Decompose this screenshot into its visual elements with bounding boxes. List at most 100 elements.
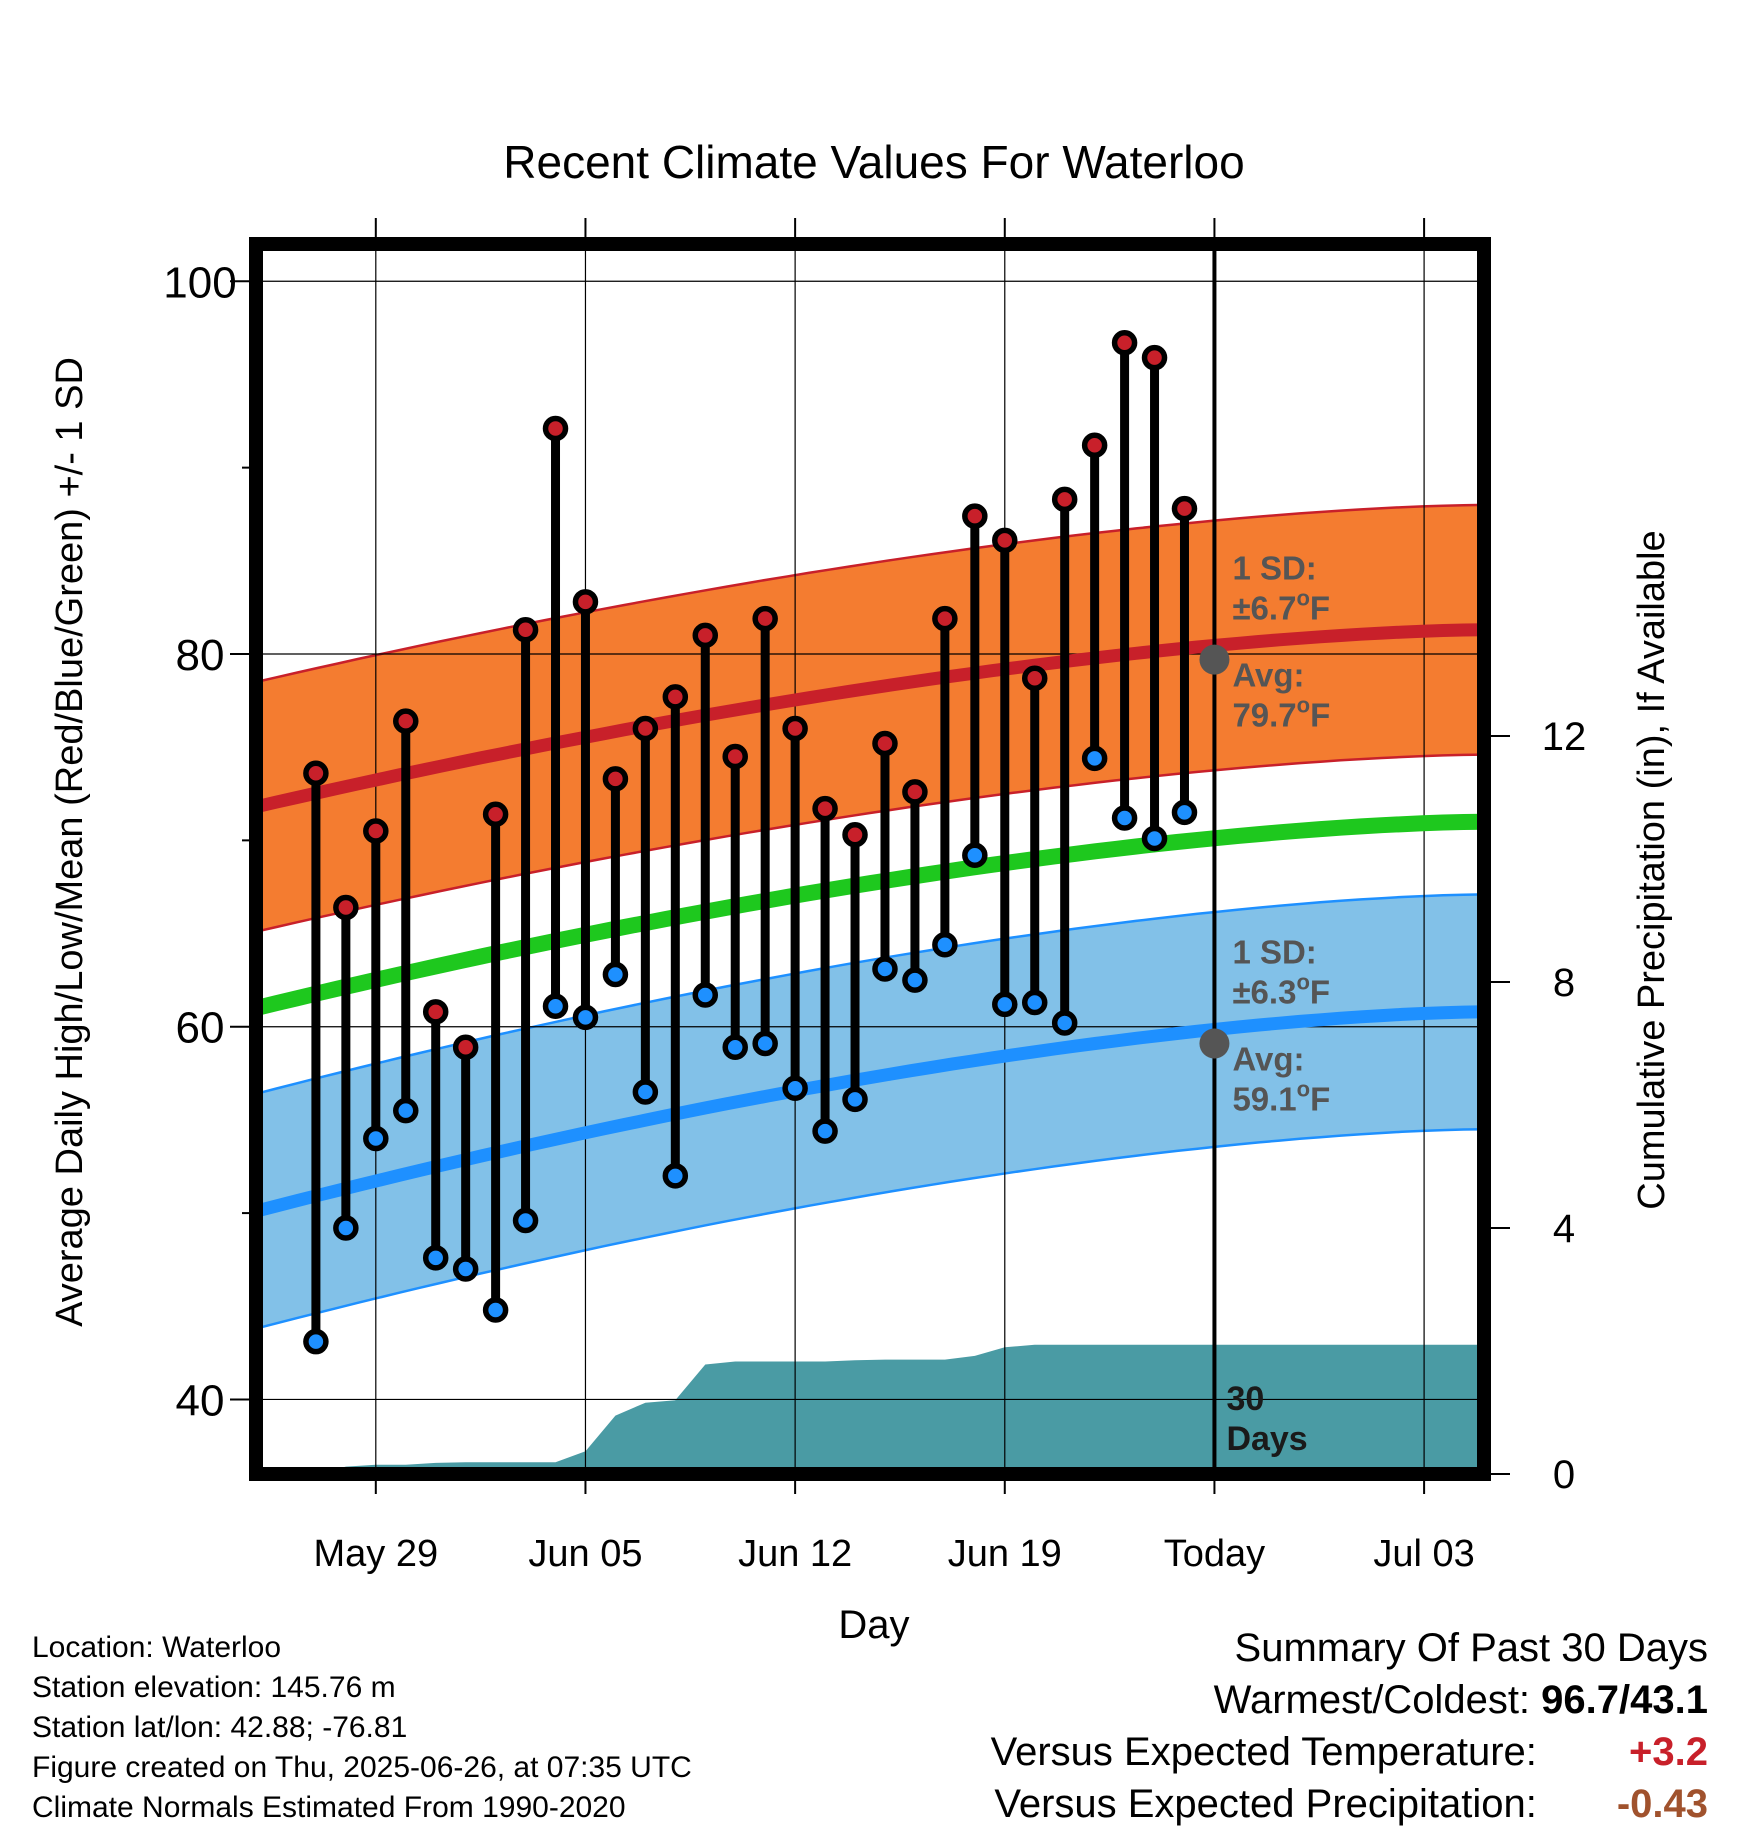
high-avg-label: Avg:	[1232, 657, 1304, 694]
high-point	[992, 527, 1018, 554]
today-low-avg-marker	[1199, 1028, 1230, 1059]
high-sd-upper-edge	[255, 503, 1485, 684]
y2-tick-label: 4	[1553, 1207, 1575, 1251]
high-point	[722, 743, 748, 770]
x-tick-label: Today	[1164, 1533, 1265, 1575]
high-point	[782, 715, 808, 742]
temp-value: +3.2	[1629, 1730, 1708, 1774]
y2-tick-label: 12	[1542, 715, 1587, 759]
y-tick-label: 60	[176, 1004, 225, 1053]
low-point	[333, 1215, 359, 1241]
summary-title: Summary Of Past 30 Days	[1234, 1626, 1708, 1670]
x-tick-label: Jun 19	[948, 1533, 1062, 1575]
low-point	[572, 1004, 599, 1031]
x-tick-label: Jun 05	[528, 1533, 642, 1575]
high-point	[572, 589, 599, 615]
low-point	[1171, 799, 1198, 826]
summary-precip: Versus Expected Precipitation: -0.43	[991, 1778, 1708, 1830]
low-point	[422, 1245, 449, 1271]
low-point	[482, 1297, 509, 1323]
high-point	[393, 708, 419, 734]
high-point	[962, 503, 988, 529]
warm-cold-label: Warmest/Coldest:	[1213, 1678, 1531, 1722]
low-point	[1141, 825, 1168, 852]
high-point	[422, 999, 449, 1025]
summary-panel: Summary Of Past 30 Days Warmest/Coldest:…	[991, 1622, 1708, 1830]
low-sd-band	[256, 894, 1484, 1329]
high-point	[303, 760, 329, 787]
high-point	[692, 622, 719, 649]
low-point	[542, 993, 569, 1019]
high-point	[1051, 486, 1078, 513]
high-point	[752, 605, 778, 632]
y-tick-label: 100	[163, 258, 236, 307]
low-sd-value: ±6.3oF	[1232, 970, 1330, 1011]
x-tick-label: Jul 03	[1373, 1533, 1474, 1575]
station-info: Location: Waterloo Station elevation: 14…	[32, 1628, 692, 1828]
today-high-avg-marker	[1199, 644, 1230, 675]
low-point	[962, 842, 988, 869]
low-point	[303, 1328, 329, 1355]
high-point	[512, 617, 539, 643]
latlon-text: Station lat/lon: 42.88; -76.81	[32, 1711, 408, 1744]
warm-cold-value: 96.7/43.1	[1541, 1678, 1708, 1722]
high-point	[452, 1034, 479, 1060]
low-point	[452, 1256, 479, 1282]
low-point	[363, 1125, 389, 1152]
low-point	[722, 1034, 748, 1060]
summary-warm-cold: Warmest/Coldest: 96.7/43.1	[991, 1674, 1708, 1726]
low-point	[752, 1030, 778, 1057]
precip-value: -0.43	[1616, 1782, 1708, 1826]
y2-tick-label: 0	[1553, 1453, 1575, 1497]
high-point	[1111, 330, 1138, 356]
low-point	[632, 1079, 659, 1105]
high-point	[1141, 344, 1168, 371]
high-point	[482, 801, 509, 828]
temp-label: Versus Expected Temperature:	[990, 1730, 1537, 1774]
low-point	[1081, 745, 1108, 772]
high-point	[333, 894, 359, 921]
high-point	[542, 415, 569, 442]
high-avg-value: 79.7oF	[1232, 693, 1330, 734]
y-axis-title: Average Daily High/Low/Mean (Red/Blue/Gr…	[49, 357, 91, 1327]
summary-temp: Versus Expected Temperature: +3.2	[991, 1726, 1708, 1778]
high-point	[842, 822, 868, 848]
low-point	[1111, 805, 1138, 831]
location-text: Location: Waterloo	[32, 1631, 282, 1664]
low-point	[692, 982, 719, 1008]
y-tick-label: 80	[176, 631, 225, 680]
low-point	[662, 1163, 689, 1189]
x-tick-label: Jun 12	[738, 1533, 852, 1575]
precip-area	[315, 1344, 1484, 1474]
days-word-label: Days	[1226, 1420, 1307, 1458]
x-tick-label: May 29	[313, 1533, 438, 1575]
high-point	[872, 730, 898, 757]
low-point	[393, 1097, 419, 1124]
high-point	[363, 818, 389, 844]
low-point	[992, 991, 1018, 1018]
low-avg-value: 59.1oF	[1232, 1077, 1330, 1118]
low-avg-label: Avg:	[1232, 1041, 1304, 1078]
high-point	[932, 605, 958, 632]
normal-high-line	[254, 623, 1485, 814]
normal-mean-line	[254, 813, 1485, 1016]
high-sd-band	[256, 504, 1484, 932]
low-point	[932, 931, 958, 958]
low-point	[1051, 1010, 1078, 1036]
low-point	[902, 967, 928, 993]
normal-low-line	[254, 1005, 1485, 1218]
high-point	[1021, 665, 1048, 691]
days-count-label: 30	[1226, 1380, 1264, 1418]
high-sd-value: ±6.7oF	[1232, 586, 1330, 627]
low-point	[512, 1207, 539, 1234]
high-sd-label: 1 SD:	[1232, 550, 1316, 587]
high-point	[662, 684, 689, 710]
precip-label: Versus Expected Precipitation:	[994, 1782, 1537, 1826]
low-point	[602, 961, 629, 988]
low-point	[842, 1086, 868, 1113]
chart-title: Recent Climate Values For Waterloo	[503, 136, 1244, 188]
y2-axis-title: Cumulative Precipitation (in), If Availa…	[1631, 530, 1673, 1209]
high-sd-lower-edge	[255, 753, 1485, 933]
high-point	[632, 715, 659, 742]
